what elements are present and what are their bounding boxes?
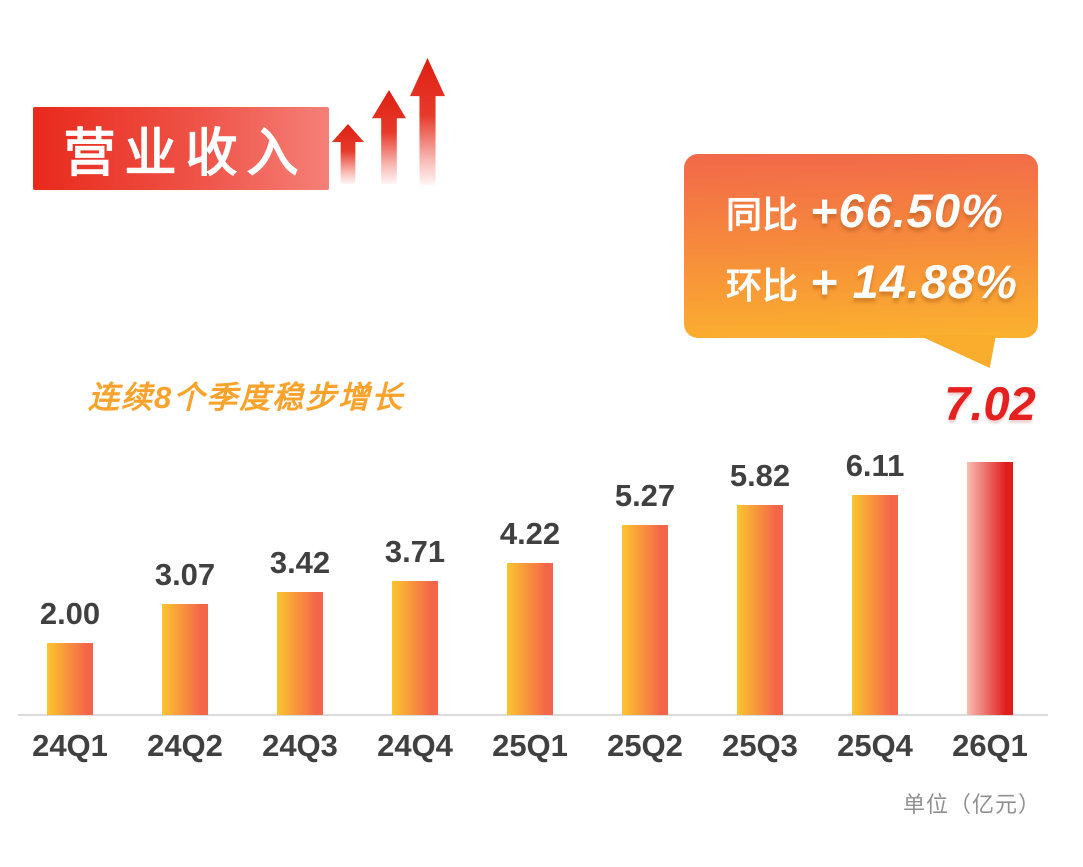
bar-highlight [967, 462, 1013, 715]
bar [277, 592, 323, 715]
bar-value-label: 7.02 [944, 377, 1036, 430]
title-banner: 营业收入 [33, 107, 329, 190]
bar-value-label: 3.07 [154, 557, 216, 592]
x-axis-tick-label: 24Q3 [262, 728, 338, 763]
bar-value-label: 4.22 [499, 516, 561, 551]
x-axis-tick-label: 25Q1 [492, 728, 568, 763]
yoy-label: 同比 [726, 194, 799, 235]
x-axis-tick-label: 25Q2 [607, 728, 683, 763]
x-axis-tick-label: 24Q4 [377, 728, 453, 763]
x-axis-tick-label: 24Q1 [32, 728, 108, 763]
bar-value-label: 2.00 [39, 596, 101, 631]
qoq-growth-row: 环比 + 14.88% [726, 254, 1038, 309]
bar [622, 525, 668, 715]
bubble-tail-pointer [918, 335, 996, 368]
bar [392, 581, 438, 715]
qoq-label: 环比 [726, 265, 799, 306]
x-axis-tick-label: 24Q2 [147, 728, 223, 763]
growth-callout-bubble: 同比 +66.50% 环比 + 14.88% [684, 154, 1038, 338]
rising-arrow-icon [410, 58, 445, 185]
bar [47, 643, 93, 715]
bar [737, 505, 783, 715]
x-axis-line [18, 714, 1048, 716]
bar-value-label: 3.71 [384, 534, 446, 569]
bar-value-label: 5.27 [614, 478, 676, 513]
bar-value-label: 6.11 [845, 448, 905, 483]
page-title: 营业收入 [63, 125, 308, 183]
x-axis-tick-label: 26Q1 [952, 728, 1028, 763]
bar-value-label: 3.42 [269, 545, 331, 580]
x-axis-tick-label: 25Q4 [837, 728, 913, 763]
chart-subtitle: 连续8个季度稳步增长 [88, 380, 405, 415]
unit-label: 单位（亿元） [902, 792, 1041, 817]
bar [507, 563, 553, 715]
x-axis-tick-label: 25Q3 [722, 728, 798, 763]
rising-arrow-icon [372, 90, 406, 184]
qoq-value: + 14.88% [810, 255, 1018, 308]
yoy-growth-row: 同比 +66.50% [726, 183, 1038, 238]
yoy-value: +66.50% [810, 184, 1004, 237]
bar-value-label: 5.82 [729, 458, 791, 493]
bar [852, 495, 898, 715]
rising-arrow-icon [332, 124, 364, 184]
bar [162, 604, 208, 715]
